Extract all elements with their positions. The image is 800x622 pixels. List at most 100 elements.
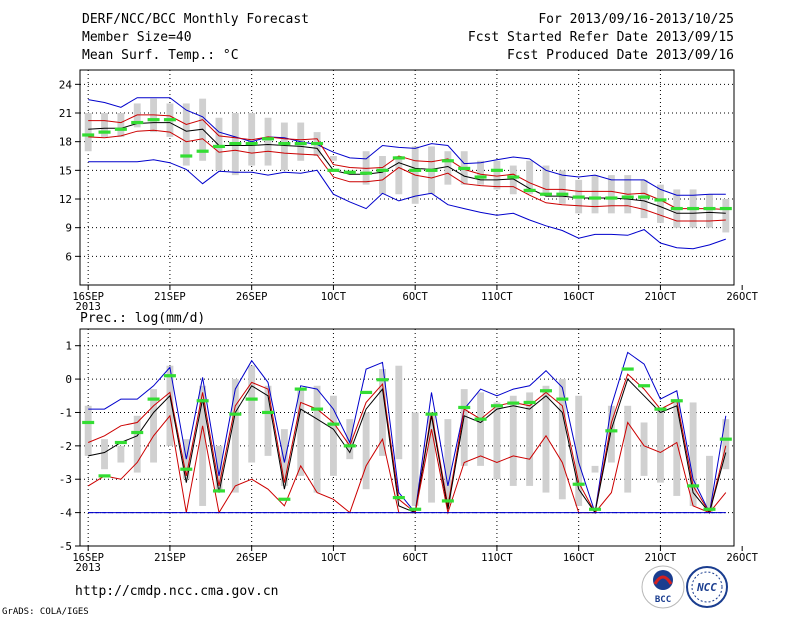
temp-median-marker: [327, 168, 340, 172]
prec-median-marker: [670, 399, 683, 403]
prec-spread-box: [280, 429, 288, 486]
prec-spread-box: [722, 419, 730, 470]
bcc-logo-globe: [653, 570, 673, 590]
bcc-logo: BCC: [641, 565, 685, 609]
prec-spread-box: [689, 402, 697, 506]
prec-median-marker: [719, 437, 732, 441]
temp-xtick-label: 26SEP: [236, 291, 268, 303]
temp-spread-box: [591, 175, 599, 214]
temp-spread-box: [706, 194, 713, 228]
temp-spread-box: [248, 113, 256, 166]
prec-median-marker: [163, 374, 176, 378]
temp-median-marker: [539, 192, 552, 196]
temp-median-marker: [605, 196, 618, 200]
prec-spread-box: [248, 365, 256, 463]
prec-spread-box: [673, 399, 681, 496]
prec-xtick-label: 26OCT: [726, 552, 758, 564]
prec-spread-box: [591, 465, 599, 473]
temp-spread-box: [656, 184, 664, 223]
prec-spread-box: [706, 455, 713, 513]
grads-credit: GrADS: COLA/IGES: [2, 607, 89, 617]
temp-median-marker: [458, 166, 471, 171]
temp-xtick-label: 21OCT: [645, 291, 677, 303]
prec-spread-box: [640, 422, 648, 476]
temp-median-marker: [131, 120, 144, 125]
prec-spread-box: [231, 379, 239, 493]
temp-ytick-label: 18: [59, 136, 72, 149]
precip-variable-label: Prec.: log(mm/d): [80, 311, 205, 326]
prec-ytick-label: 1: [65, 340, 72, 353]
prec-spread-box: [624, 405, 632, 493]
prec-spread-box: [150, 389, 158, 463]
prec-median-marker: [212, 489, 225, 493]
temp-ensemble-max-line: [88, 97, 726, 196]
prec-xtick-label: 26SEP: [236, 552, 268, 564]
temp-median-marker: [425, 168, 438, 172]
prec-year-label: 2013: [76, 562, 101, 574]
temp-spread-box: [329, 156, 337, 161]
prec-xtick-label: 16OCT: [563, 552, 595, 564]
prec-median-marker: [539, 389, 552, 393]
ncc-logo-text: NCC: [696, 581, 717, 594]
prec-spread-box: [493, 402, 501, 480]
temp-spread-box: [280, 122, 288, 171]
prec-spread-box: [346, 419, 354, 460]
prec-ytick-label: 0: [65, 373, 72, 386]
temp-median-marker: [294, 141, 307, 146]
prec-ytick-label: -4: [59, 507, 73, 520]
prec-median-marker: [523, 400, 536, 405]
prec-median-marker: [131, 430, 144, 435]
prec-median-marker: [638, 384, 651, 388]
prec-ytick-label: -3: [59, 473, 72, 486]
chart-title: DERF/NCC/BCC Monthly Forecast: [82, 12, 309, 27]
prec-median-marker: [687, 484, 700, 488]
temp-ytick-label: 24: [59, 78, 73, 91]
prec-ytick-label: -5: [59, 540, 72, 553]
temp-median-marker: [441, 159, 454, 163]
prec-spread-box: [329, 395, 337, 476]
temp-median-marker: [147, 118, 160, 122]
temp-spread-box: [215, 117, 223, 171]
prec-median-marker: [441, 499, 454, 503]
temp-spread-box: [477, 160, 485, 185]
forecast-produced-date: Fcst Produced Date 2013/09/16: [507, 48, 734, 63]
prec-spread-box: [395, 365, 403, 460]
temp-median-marker: [114, 127, 127, 131]
temp-spread-box: [493, 160, 501, 190]
temp-median-marker: [719, 206, 732, 211]
ncc-logo: NCC: [686, 566, 728, 608]
temp-median-marker: [262, 137, 275, 141]
prec-median-marker: [98, 474, 111, 478]
member-size: Member Size=40: [82, 30, 192, 45]
temp-spread-box: [526, 160, 534, 195]
temp-ytick-label: 6: [65, 250, 72, 263]
temp-median-marker: [409, 168, 422, 172]
temp-median-marker: [278, 141, 291, 146]
source-url[interactable]: http://cmdp.ncc.cma.gov.cn: [75, 584, 279, 599]
prec-ytick-label: -2: [59, 440, 72, 453]
temp-median-marker: [229, 141, 242, 146]
prec-median-marker: [376, 378, 389, 382]
prec-median-marker: [245, 397, 258, 401]
prec-spread-box: [101, 439, 108, 470]
temp-spread-box: [395, 156, 403, 195]
temp-xtick-label: 26OCT: [726, 291, 758, 303]
temp-spread-box: [558, 170, 566, 204]
prec-median-marker: [490, 404, 503, 408]
prec-median-marker: [229, 412, 242, 416]
temp-median-marker: [687, 206, 700, 211]
temp-median-marker: [343, 170, 356, 174]
prec-spread-box: [575, 395, 583, 506]
temp-median-marker: [621, 195, 634, 199]
prec-spread-box: [264, 385, 272, 456]
prec-median-marker: [474, 417, 487, 421]
temp-ytick-label: 21: [59, 107, 72, 120]
prec-median-marker: [654, 407, 667, 411]
temp-spread-box: [607, 175, 615, 214]
temp-spread-box: [640, 179, 648, 219]
temp-median-marker: [589, 196, 602, 200]
temp-ensemble-mean-line: [88, 122, 726, 214]
prec-spread-box: [133, 415, 141, 473]
forecast-range: For 2013/09/16-2013/10/25: [538, 12, 734, 27]
prec-median-marker: [196, 399, 209, 403]
